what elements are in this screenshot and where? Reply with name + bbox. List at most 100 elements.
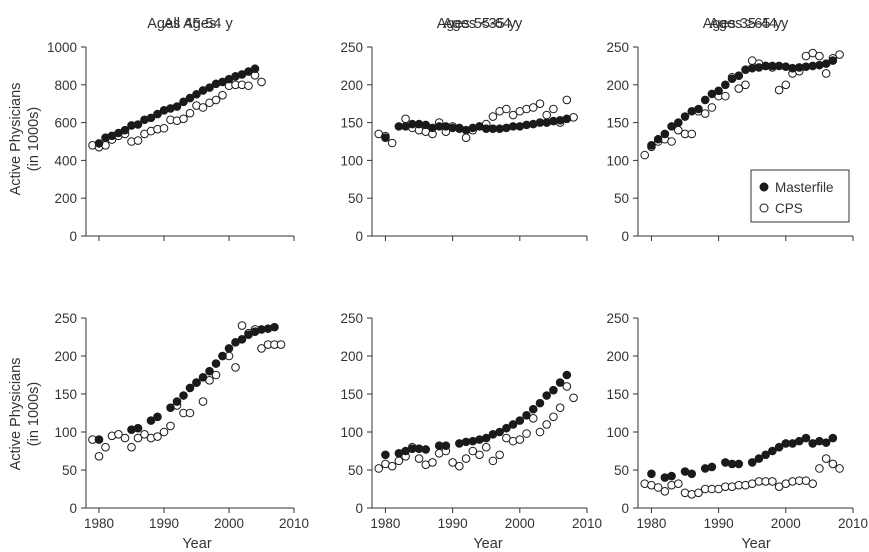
cps-point	[687, 129, 697, 139]
masterfile-point	[481, 433, 491, 443]
masterfile-point	[535, 398, 545, 408]
cps-point	[166, 421, 175, 431]
cps-point	[153, 432, 162, 441]
y-tick-label: 100	[340, 153, 363, 168]
y-axis-title-top-line1: Active Physicians	[8, 83, 24, 196]
y-tick-label: 50	[348, 463, 363, 478]
cps-point	[257, 344, 266, 353]
cps-point	[815, 51, 824, 61]
cps-point	[101, 442, 110, 452]
cps-point	[488, 112, 498, 121]
masterfile-point	[667, 122, 676, 131]
masterfile-point	[707, 462, 717, 472]
cps-point	[562, 95, 572, 105]
cps-point	[237, 321, 247, 330]
masterfile-point	[774, 442, 784, 452]
cps-point	[774, 85, 784, 95]
cps-point	[185, 408, 195, 418]
cps-point	[120, 433, 130, 443]
masterfile-point	[381, 450, 390, 460]
panel-1: All Ages 0 200 400 600 800 1000	[47, 16, 295, 244]
cps-point	[660, 486, 670, 496]
cps-point	[495, 450, 504, 460]
cps-point	[535, 99, 545, 108]
panel-title: Ages ≥65 y	[709, 16, 782, 32]
masterfile-point	[555, 378, 565, 387]
cps-point	[127, 442, 136, 452]
x-tick-label: 2000	[505, 516, 535, 531]
masterfile-point	[647, 469, 656, 479]
y-tick-label: 400	[54, 153, 77, 168]
y-tick-label: 50	[614, 191, 629, 206]
x-tick-label: 2000	[771, 516, 801, 531]
y-tick-label: 100	[606, 153, 629, 168]
cps-point	[549, 412, 558, 422]
masterfile-point	[721, 80, 730, 90]
cps-point	[488, 456, 498, 466]
cps-point	[569, 393, 578, 403]
legend-cps-marker	[759, 203, 769, 213]
masterfile-point	[528, 404, 538, 414]
cps-point	[667, 137, 676, 146]
masterfile-point	[185, 93, 195, 103]
cps-point	[821, 454, 831, 463]
masterfile-point	[381, 133, 390, 143]
cps-point	[218, 90, 227, 100]
masterfile-point	[270, 322, 279, 332]
masterfile-point	[185, 383, 195, 393]
cps-point	[768, 477, 777, 486]
cps-point	[257, 77, 266, 87]
cps-point	[414, 454, 424, 463]
panel-title: Ages 45-54 y	[147, 16, 233, 32]
legend: Masterfile CPS	[750, 169, 850, 223]
masterfile-point	[421, 445, 431, 454]
y-tick-label: 200	[340, 349, 363, 364]
cps-point	[159, 427, 169, 437]
cps-point	[674, 479, 683, 488]
masterfile-point	[549, 385, 558, 395]
masterfile-point	[828, 56, 838, 65]
masterfile-point	[250, 64, 260, 74]
masterfile-point	[562, 370, 572, 380]
cps-point	[428, 458, 437, 467]
x-tick-label: 1990	[149, 516, 179, 531]
cps-point	[828, 459, 838, 469]
y-tick-label: 150	[340, 116, 363, 131]
legend-cps-label: CPS	[775, 201, 803, 216]
y-tick-label: 0	[621, 501, 629, 516]
x-tick-label: 2010	[838, 516, 868, 531]
cps-point	[508, 110, 518, 120]
masterfile-point	[211, 359, 221, 368]
y-tick-label: 0	[355, 501, 363, 516]
cps-point	[562, 382, 572, 391]
y-tick-label: 100	[340, 425, 363, 440]
masterfile-point	[192, 89, 201, 99]
cps-point	[694, 488, 703, 498]
cps-point	[502, 104, 511, 114]
cps-point	[522, 429, 531, 438]
masterfile-point	[694, 104, 703, 114]
masterfile-point	[94, 435, 104, 444]
y-tick-label: 250	[340, 40, 363, 55]
x-tick-label: 1980	[370, 516, 400, 531]
y-tick-label: 200	[54, 191, 77, 206]
y-tick-label: 800	[54, 78, 77, 93]
y-tick-label: 200	[340, 78, 363, 93]
cps-point	[387, 461, 397, 471]
masterfile-point	[153, 109, 162, 119]
y-tick-label: 200	[606, 349, 629, 364]
y-tick-label: 0	[355, 229, 363, 244]
cps-point	[549, 104, 558, 114]
y-axis-title-bottom-line1: Active Physicians	[8, 358, 24, 471]
masterfile-point	[653, 134, 663, 144]
cps-point	[542, 420, 551, 429]
cps-point	[401, 114, 410, 124]
masterfile-point	[179, 391, 188, 400]
masterfile-point	[647, 140, 656, 150]
cps-point	[374, 464, 384, 473]
cps-point	[555, 403, 565, 412]
masterfile-point	[133, 120, 143, 129]
cps-point	[835, 464, 844, 473]
cps-point	[815, 464, 824, 473]
cps-point	[808, 479, 817, 488]
